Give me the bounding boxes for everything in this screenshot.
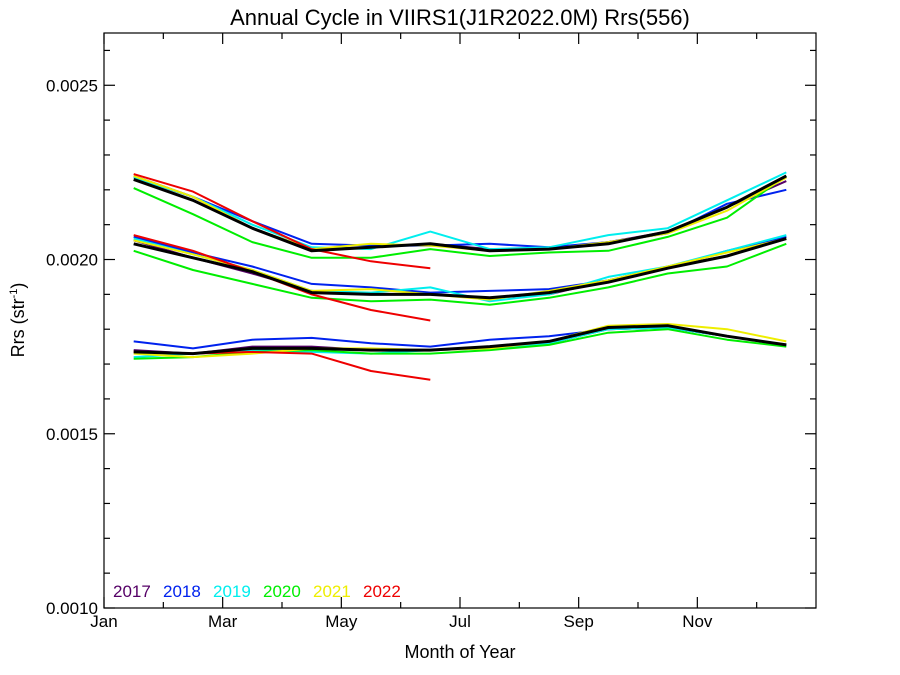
- y-axis-title-superscript: -1: [8, 289, 20, 299]
- series-line-middle-10: [133, 242, 787, 306]
- legend-item-2022: 2022: [363, 582, 401, 601]
- x-tick-label-sep: Sep: [564, 612, 594, 631]
- y-axis-title: Rrs (str-1): [8, 283, 28, 358]
- x-axis-title: Month of Year: [404, 642, 515, 662]
- y-tick-label: 0.0015: [46, 425, 98, 444]
- plot-lines: [133, 171, 788, 381]
- series-line-upper-5: [133, 173, 431, 270]
- x-tick-label-nov: Nov: [682, 612, 713, 631]
- series-line-upper-3: [133, 175, 787, 259]
- x-tick-label-mar: Mar: [208, 612, 238, 631]
- legend-item-2017: 2017: [113, 582, 151, 601]
- y-axis-title-text: Rrs (str: [8, 298, 28, 357]
- legend-item-2020: 2020: [263, 582, 301, 601]
- x-tick-label-jan: Jan: [90, 612, 117, 631]
- chart-title: Annual Cycle in VIIRS1(J1R2022.0M) Rrs(5…: [230, 5, 690, 30]
- series-line-upper-2: [133, 171, 787, 251]
- x-tick-label-may: May: [325, 612, 358, 631]
- axis-ticks: [103, 33, 816, 609]
- x-tick-labels: Jan Mar May Jul Sep Nov: [90, 612, 713, 631]
- y-tick-labels: 0.0010 0.0015 0.0020 0.0025: [46, 76, 98, 618]
- y-axis-title-end: ): [8, 283, 28, 289]
- y-tick-label: 0.0020: [46, 251, 98, 270]
- legend-item-2018: 2018: [163, 582, 201, 601]
- series-line-upper-6: [133, 174, 788, 253]
- legend: 2017 2018 2019 2020 2021 2022: [113, 582, 401, 601]
- x-tick-label-jul: Jul: [449, 612, 471, 631]
- legend-item-2019: 2019: [213, 582, 251, 601]
- y-tick-label: 0.0025: [46, 76, 98, 95]
- plot-frame: [103, 32, 817, 609]
- series-line-lower-20: [133, 324, 787, 356]
- y-tick-label: 0.0010: [46, 599, 98, 618]
- legend-item-2021: 2021: [313, 582, 351, 601]
- series-line-middle-13: [133, 237, 787, 300]
